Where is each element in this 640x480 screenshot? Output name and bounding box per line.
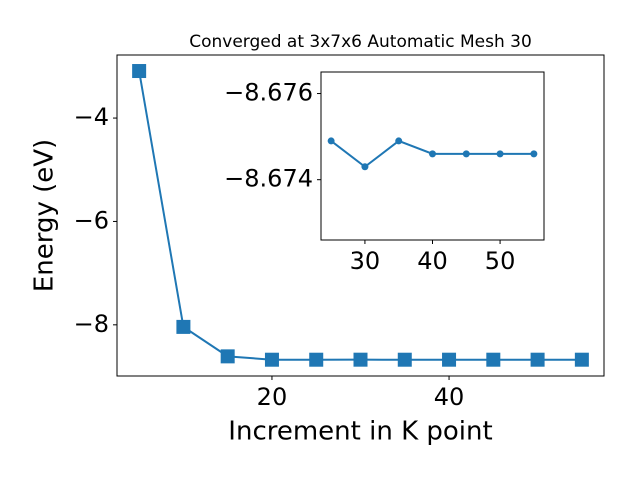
marker (309, 352, 324, 367)
x-tick-label: 20 (257, 383, 288, 411)
x-tick-label: 50 (485, 247, 516, 275)
x-tick-label: 30 (350, 247, 381, 275)
marker (361, 163, 369, 171)
x-tick-label: 40 (417, 247, 448, 275)
marker (496, 150, 504, 158)
marker (395, 137, 403, 145)
marker (530, 352, 545, 367)
y-tick-label: −4 (74, 103, 109, 131)
chart-title: Converged at 3x7x6 Automatic Mesh 30 (189, 32, 532, 52)
marker (530, 150, 538, 158)
x-tick-label: 40 (434, 383, 465, 411)
marker (442, 352, 457, 367)
marker (176, 319, 191, 334)
y-axis-label: Energy (eV) (30, 139, 60, 292)
marker (574, 352, 589, 367)
marker (397, 352, 412, 367)
x-axis-label: Increment in K point (228, 417, 492, 447)
marker (353, 352, 368, 367)
y-tick-label: −8 (74, 310, 109, 338)
y-tick-label: −8.674 (224, 165, 313, 193)
marker (327, 137, 335, 145)
marker (462, 150, 470, 158)
marker (220, 349, 235, 364)
marker (264, 352, 279, 367)
marker (429, 150, 436, 158)
y-tick-label: −8.676 (224, 79, 313, 107)
y-tick-label: −6 (74, 206, 109, 234)
marker (486, 352, 501, 367)
marker (132, 64, 147, 79)
